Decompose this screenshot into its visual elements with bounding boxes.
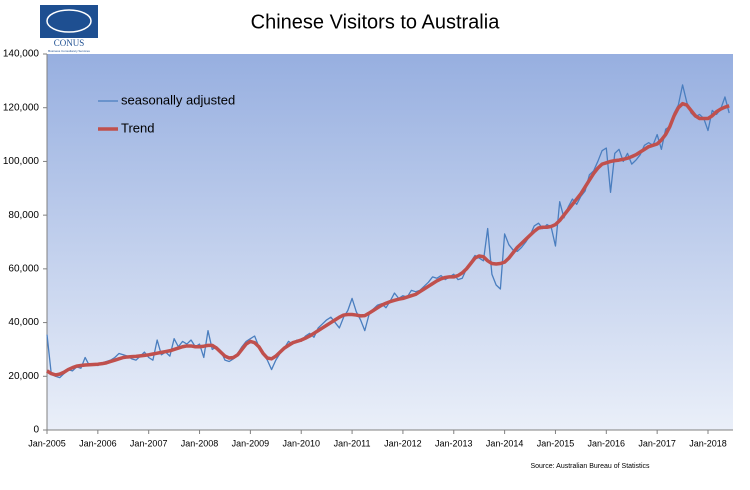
x-tick-label: Jan-2006: [79, 438, 117, 448]
y-tick-label: 140,000: [3, 49, 40, 60]
y-tick-label: 0: [33, 425, 39, 436]
x-tick-label: Jan-2011: [334, 438, 371, 448]
logo: CONUS Business Consultancy Services: [40, 5, 98, 53]
x-tick-label: Jan-2018: [689, 438, 727, 448]
x-tick-label: Jan-2014: [486, 438, 524, 448]
y-tick-label: 20,000: [8, 371, 39, 382]
x-tick-label: Jan-2008: [181, 438, 219, 448]
y-tick-label: 80,000: [8, 210, 39, 221]
legend-label: seasonally adjusted: [121, 92, 235, 107]
y-tick-label: 120,000: [3, 102, 40, 113]
x-tick-label: Jan-2007: [130, 438, 168, 448]
x-tick-label: Jan-2016: [588, 438, 626, 448]
plot-area: [47, 54, 733, 430]
logo-tagline: Business Consultancy Services: [48, 49, 90, 53]
logo-swirl: [46, 9, 92, 33]
x-tick-label: Jan-2009: [232, 438, 270, 448]
legend-label: Trend: [121, 120, 154, 135]
y-tick-label: 100,000: [3, 156, 40, 167]
x-tick-label: Jan-2010: [282, 438, 320, 448]
y-tick-label: 60,000: [8, 263, 39, 274]
x-tick-label: Jan-2012: [384, 438, 422, 448]
logo-name: CONUS: [54, 38, 85, 48]
x-tick-label: Jan-2013: [435, 438, 473, 448]
source-note: Source: Australian Bureau of Statistics: [530, 463, 650, 470]
x-tick-label: Jan-2015: [537, 438, 575, 448]
y-tick-label: 40,000: [8, 317, 39, 328]
x-tick-label: Jan-2017: [638, 438, 676, 448]
series-line: [46, 101, 730, 377]
chart-title: Chinese Visitors to Australia: [251, 11, 501, 33]
x-tick-label: Jan-2005: [28, 438, 66, 448]
